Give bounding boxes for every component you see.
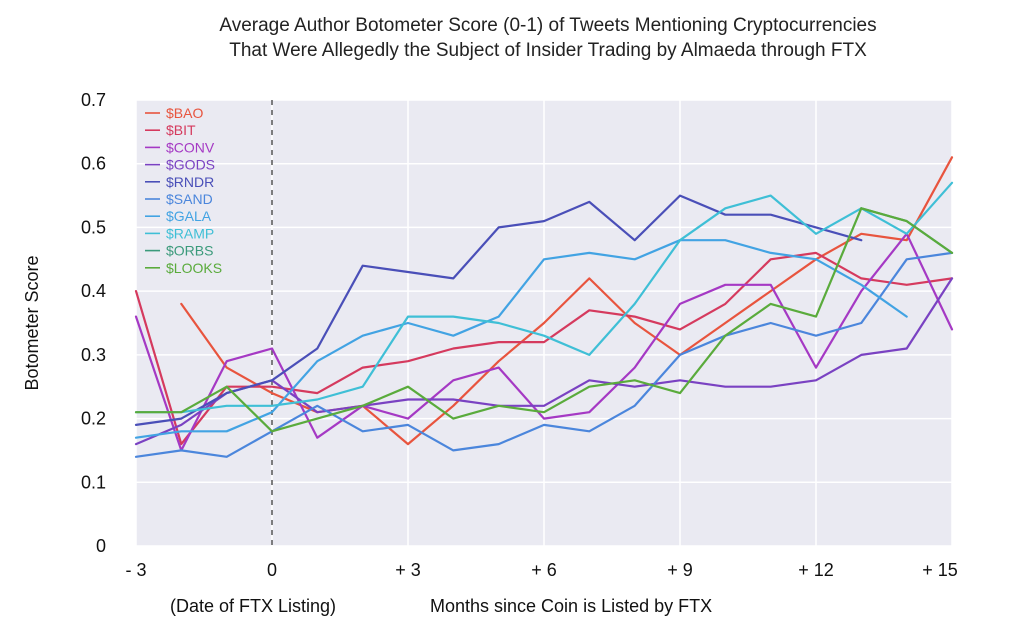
legend-entry-rndr: $RNDR bbox=[166, 174, 214, 190]
legend-entry-bit: $BIT bbox=[166, 122, 196, 138]
y-tick-label: 0.3 bbox=[81, 345, 106, 365]
series-lines bbox=[134, 156, 954, 458]
series-line-ramp bbox=[134, 181, 954, 414]
legend-entry-looks: $LOOKS bbox=[166, 260, 222, 276]
series-line-bit bbox=[134, 251, 954, 446]
legend-entry-ramp: $RAMP bbox=[166, 225, 214, 241]
y-tick-label: 0.1 bbox=[81, 472, 106, 492]
y-tick-label: 0 bbox=[96, 536, 106, 556]
y-tick-label: 0.4 bbox=[81, 281, 106, 301]
y-tick-label: 0.6 bbox=[81, 154, 106, 174]
legend-entry-bao: $BAO bbox=[166, 105, 203, 121]
series-line-rndr bbox=[134, 194, 863, 426]
y-axis-label: Botometer Score bbox=[22, 255, 42, 390]
y-tick-label: 0.2 bbox=[81, 409, 106, 429]
x-tick-label: + 9 bbox=[667, 560, 693, 580]
x-axis-label: Months since Coin is Listed by FTX bbox=[430, 596, 712, 616]
y-tick-label: 0.5 bbox=[81, 217, 106, 237]
y-tick-label: 0.7 bbox=[81, 90, 106, 110]
x-tick-label: + 3 bbox=[395, 560, 421, 580]
x-tick-label: + 6 bbox=[531, 560, 557, 580]
legend-entry-orbs: $ORBS bbox=[166, 243, 213, 259]
x-tick-label: 0 bbox=[267, 560, 277, 580]
series-line-gala bbox=[134, 239, 908, 439]
legend-entry-gods: $GODS bbox=[166, 157, 215, 173]
legend-entry-gala: $GALA bbox=[166, 208, 212, 224]
chart-title-line-1: Average Author Botometer Score (0-1) of … bbox=[219, 15, 876, 36]
x-tick-label: + 15 bbox=[922, 560, 958, 580]
y-tick-labels: 0 0.1 0.2 0.3 0.4 0.5 0.6 0.7 bbox=[81, 90, 106, 556]
series-line-conv bbox=[134, 232, 954, 452]
chart-title: Average Author Botometer Score (0-1) of … bbox=[219, 15, 876, 61]
x-tick-labels: - 3 0 + 3 + 6 + 9 + 12 + 15 bbox=[125, 560, 957, 580]
x-tick-label: + 12 bbox=[798, 560, 834, 580]
x-axis-note: (Date of FTX Listing) bbox=[170, 596, 336, 616]
series-line-looks bbox=[134, 207, 954, 433]
chart-title-line-2: That Were Allegedly the Subject of Insid… bbox=[229, 40, 867, 61]
legend-entry-conv: $CONV bbox=[166, 139, 215, 155]
legend: $BAO$BIT$CONV $GODS$RNDR$SAND$GALA$RAMP $O… bbox=[145, 105, 222, 276]
x-tick-label: - 3 bbox=[125, 560, 146, 580]
legend-entry-sand: $SAND bbox=[166, 191, 213, 207]
